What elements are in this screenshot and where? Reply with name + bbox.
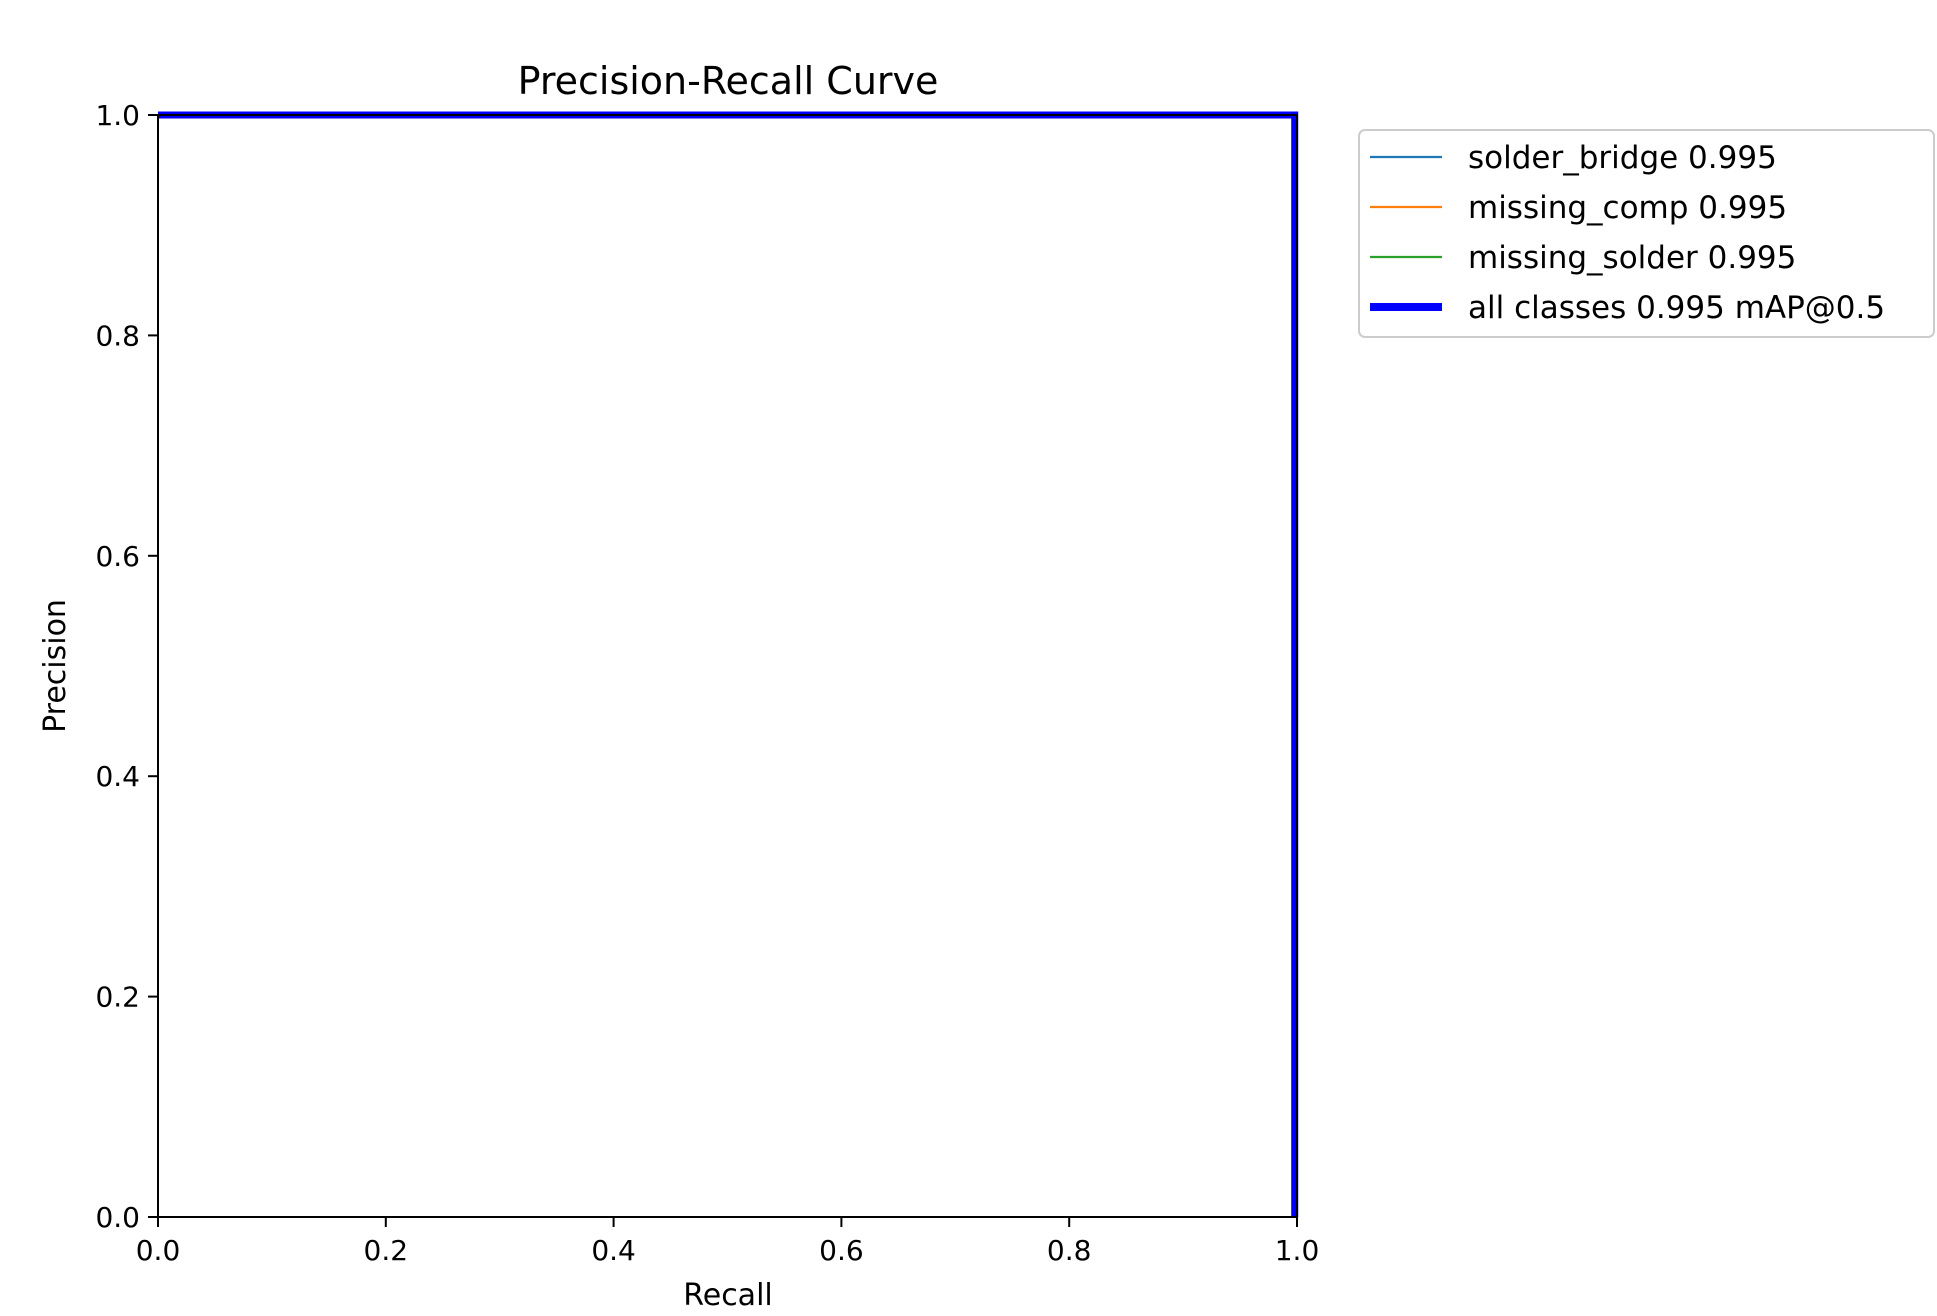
y-tick-label: 0.8 bbox=[95, 319, 140, 352]
y-tick-label: 0.6 bbox=[95, 540, 140, 573]
legend-label-1: missing_comp 0.995 bbox=[1468, 190, 1787, 226]
legend: solder_bridge 0.995 missing_comp 0.995 mis… bbox=[1358, 129, 1935, 338]
x-tick-label: 1.0 bbox=[1275, 1234, 1320, 1267]
x-tick-label: 0.8 bbox=[1047, 1234, 1092, 1267]
y-tick-label: 0.2 bbox=[95, 981, 140, 1014]
plot-frame bbox=[157, 114, 1298, 1218]
series-line-3 bbox=[158, 111, 1299, 1217]
series-line-2 bbox=[158, 114, 1296, 1217]
y-tick-label: 0.0 bbox=[95, 1201, 140, 1234]
x-tick-label: 0.6 bbox=[819, 1234, 864, 1267]
x-axis: 0.0 0.2 0.4 0.6 0.8 1.0 bbox=[136, 1217, 1320, 1267]
x-axis-label: Recall bbox=[683, 1278, 773, 1313]
series-line-1 bbox=[158, 114, 1296, 1217]
legend-label-0: solder_bridge 0.995 bbox=[1468, 140, 1777, 176]
x-tick-label: 0.0 bbox=[136, 1234, 181, 1267]
x-tick-label: 0.2 bbox=[364, 1234, 409, 1267]
legend-label-3: all classes 0.995 mAP@0.5 bbox=[1468, 290, 1885, 326]
y-tick-label: 1.0 bbox=[95, 99, 140, 132]
legend-box bbox=[1358, 129, 1935, 338]
y-axis-label: Precision bbox=[38, 599, 73, 733]
series-line-0 bbox=[158, 114, 1296, 1217]
legend-label-2: missing_solder 0.995 bbox=[1468, 240, 1796, 276]
y-tick-label: 0.4 bbox=[95, 760, 140, 793]
y-axis: 0.0 0.2 0.4 0.6 0.8 1.0 bbox=[95, 99, 158, 1234]
chart-title: Precision-Recall Curve bbox=[518, 59, 939, 103]
plot-area bbox=[158, 111, 1299, 1217]
x-tick-label: 0.4 bbox=[591, 1234, 636, 1267]
